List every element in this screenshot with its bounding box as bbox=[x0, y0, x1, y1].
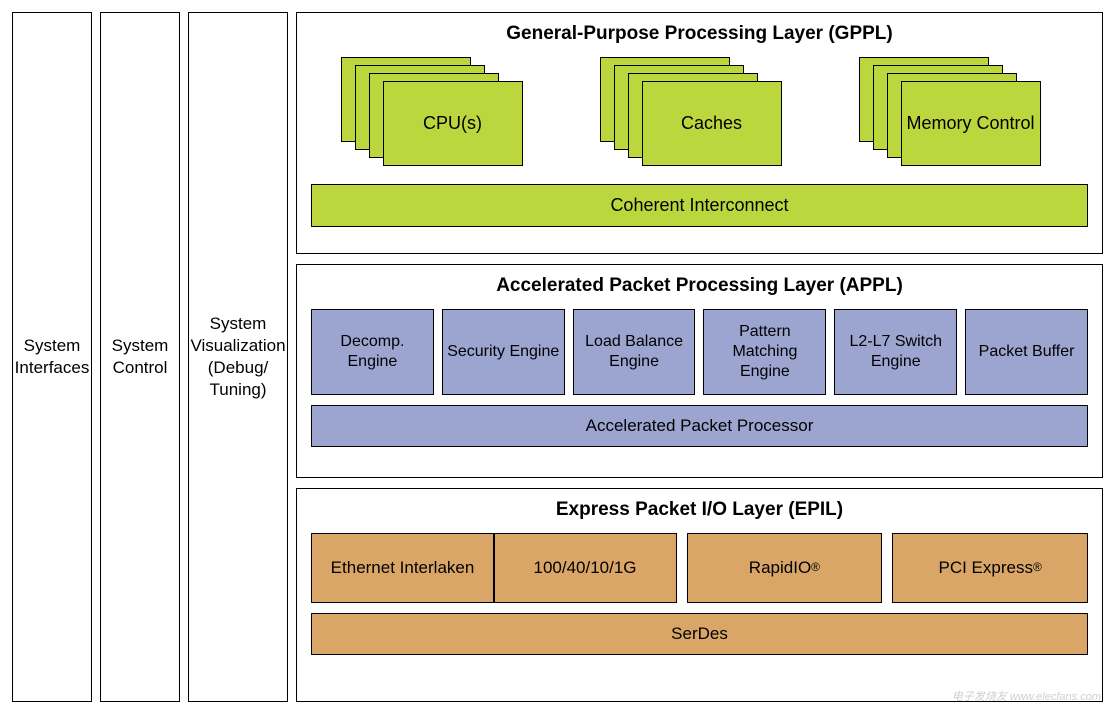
ethernet-interlaken-block: Ethernet Interlaken bbox=[312, 534, 493, 602]
layers-column: General-Purpose Processing Layer (GPPL) … bbox=[296, 12, 1103, 702]
label: CPU(s) bbox=[423, 113, 482, 134]
decomp-engine-block: Decomp. Engine bbox=[311, 309, 434, 395]
appl-layer: Accelerated Packet Processing Layer (APP… bbox=[296, 264, 1103, 478]
stack-card-front: Memory Control bbox=[901, 81, 1041, 166]
appl-blocks-row: Decomp. Engine Security Engine Load Bala… bbox=[311, 309, 1088, 395]
label: System Control bbox=[109, 335, 171, 379]
label: PCI Express bbox=[939, 557, 1033, 579]
label: RapidIO bbox=[749, 557, 811, 579]
security-engine-block: Security Engine bbox=[442, 309, 565, 395]
architecture-diagram: System Interfaces System Control System … bbox=[12, 12, 1103, 702]
appl-title: Accelerated Packet Processing Layer (APP… bbox=[311, 275, 1088, 297]
epil-title: Express Packet I/O Layer (EPIL) bbox=[311, 499, 1088, 521]
registered-icon: ® bbox=[1033, 560, 1042, 575]
stack-card-front: Caches bbox=[642, 81, 782, 166]
label: System Interfaces bbox=[15, 335, 90, 379]
pattern-matching-block: Pattern Matching Engine bbox=[703, 309, 826, 395]
gppl-title: General-Purpose Processing Layer (GPPL) bbox=[311, 23, 1088, 45]
epil-layer: Express Packet I/O Layer (EPIL) Ethernet… bbox=[296, 488, 1103, 702]
ethernet-speed-pair: Ethernet Interlaken 100/40/10/1G bbox=[311, 533, 677, 603]
gppl-layer: General-Purpose Processing Layer (GPPL) … bbox=[296, 12, 1103, 254]
system-control-column: System Control bbox=[100, 12, 180, 702]
pci-express-block: PCI Express® bbox=[892, 533, 1088, 603]
system-visualization-column: System Visualization (Debug/ Tuning) bbox=[188, 12, 288, 702]
coherent-interconnect-bar: Coherent Interconnect bbox=[311, 184, 1088, 227]
packet-buffer-block: Packet Buffer bbox=[965, 309, 1088, 395]
stack-card-front: CPU(s) bbox=[383, 81, 523, 166]
system-interfaces-column: System Interfaces bbox=[12, 12, 92, 702]
gppl-stacks-row: ••• CPU(s) ••• Caches ••• Memory Control bbox=[311, 57, 1088, 172]
speed-block: 100/40/10/1G bbox=[495, 534, 676, 602]
watermark: 电子发烧友 www.elecfans.com bbox=[952, 688, 1101, 704]
accelerated-processor-bar: Accelerated Packet Processor bbox=[311, 405, 1088, 447]
serdes-bar: SerDes bbox=[311, 613, 1088, 655]
load-balance-block: Load Balance Engine bbox=[573, 309, 696, 395]
label: Caches bbox=[681, 113, 742, 134]
memory-stack: ••• Memory Control bbox=[859, 57, 1059, 167]
registered-icon: ® bbox=[811, 560, 820, 575]
epil-blocks-row: Ethernet Interlaken 100/40/10/1G RapidIO… bbox=[311, 533, 1088, 603]
caches-stack: ••• Caches bbox=[600, 57, 800, 167]
switch-engine-block: L2-L7 Switch Engine bbox=[834, 309, 957, 395]
rapidio-block: RapidIO® bbox=[687, 533, 883, 603]
label: Memory Control bbox=[906, 113, 1034, 134]
cpu-stack: ••• CPU(s) bbox=[341, 57, 541, 167]
label: System Visualization (Debug/ Tuning) bbox=[190, 313, 285, 401]
